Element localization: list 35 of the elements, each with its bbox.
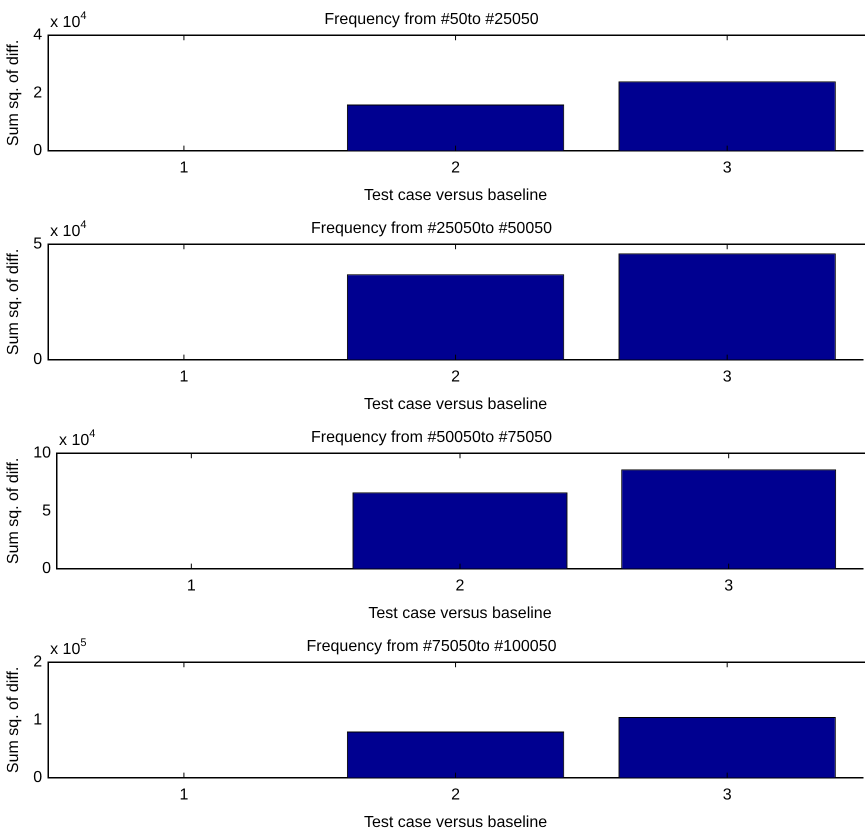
x-tick-label: 2	[451, 160, 460, 177]
chart-title: Frequency from #50050to #75050	[310, 429, 552, 446]
chart-title: Frequency from #50to #25050	[324, 11, 539, 28]
x-tick-label: 1	[179, 368, 188, 386]
x-tick-label: 1	[179, 786, 188, 804]
y-tick-label: 0	[33, 142, 42, 160]
x-axis-title: Test case versus baseline	[368, 604, 552, 622]
x-tick-label: 2	[456, 578, 465, 595]
x-axis-title: Test case versus baseline	[364, 396, 548, 413]
y-axis-title: Sum sq. of diff.	[5, 248, 22, 356]
y-tick-label: 2	[33, 654, 42, 671]
y-axis-title: Sum sq. of diff.	[5, 40, 22, 146]
x-tick-label: 2	[451, 786, 460, 804]
x-tick-label: 3	[722, 368, 732, 386]
chart-title: Frequency from #75050to #100050	[306, 638, 557, 656]
x-tick-label: 3	[722, 160, 732, 177]
y-axis-title: Sum sq. of diff.	[5, 666, 22, 774]
y-tick-label: 0	[33, 769, 42, 786]
y-tick-label: 4	[33, 26, 42, 44]
y-tick-label: 10	[33, 444, 52, 462]
y-tick-label: 5	[33, 236, 42, 253]
y-tick-label: 0	[42, 560, 52, 578]
y-tick-label: 0	[33, 351, 42, 368]
x-axis-title: Test case versus baseline	[364, 186, 548, 204]
y-tick-label: 2	[33, 84, 42, 102]
chart-title: Frequency from #25050to #50050	[310, 220, 552, 238]
x-tick-label: 3	[724, 578, 734, 595]
y-axis-title: Sum sq. of diff.	[5, 458, 22, 564]
x-tick-label: 3	[722, 786, 732, 804]
y-tick-label: 1	[33, 711, 42, 728]
x-tick-label: 1	[186, 578, 196, 595]
x-tick-label: 1	[179, 160, 188, 177]
y-tick-label: 5	[42, 502, 52, 520]
x-tick-label: 2	[451, 368, 460, 386]
x-axis-title: Test case versus baseline	[364, 814, 548, 831]
